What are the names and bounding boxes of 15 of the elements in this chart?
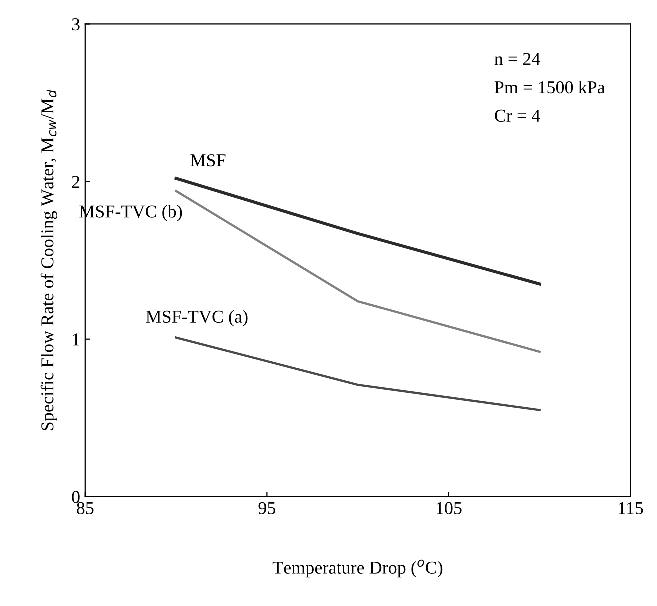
x-axis-title: Temperature Drop ($^{o}$C) [272, 560, 443, 578]
y-tick-label: 1 [73, 334, 80, 346]
annotation: Cr = 4 [495, 110, 540, 122]
x-tick-label: 85 [77, 502, 94, 514]
x-tick-label: 105 [436, 502, 462, 514]
x-tick-label: 115 [619, 502, 644, 514]
y-tick-label: 0 [72, 491, 80, 504]
annotation: Pm = 1500 kPa [494, 80, 606, 94]
y-tick-label: 2 [72, 176, 80, 188]
series-label: MSF [190, 154, 226, 167]
annotation: n = 24 [494, 53, 540, 66]
series-label: MSF-TVC (a) [146, 310, 248, 327]
y-axis-title: Specific Flow Rate of Cooling Water, M$_{cw}$/M$_{d}$ [40, 90, 58, 430]
x-tick-label: 95 [258, 502, 276, 514]
y-tick-label: 3 [72, 18, 80, 31]
